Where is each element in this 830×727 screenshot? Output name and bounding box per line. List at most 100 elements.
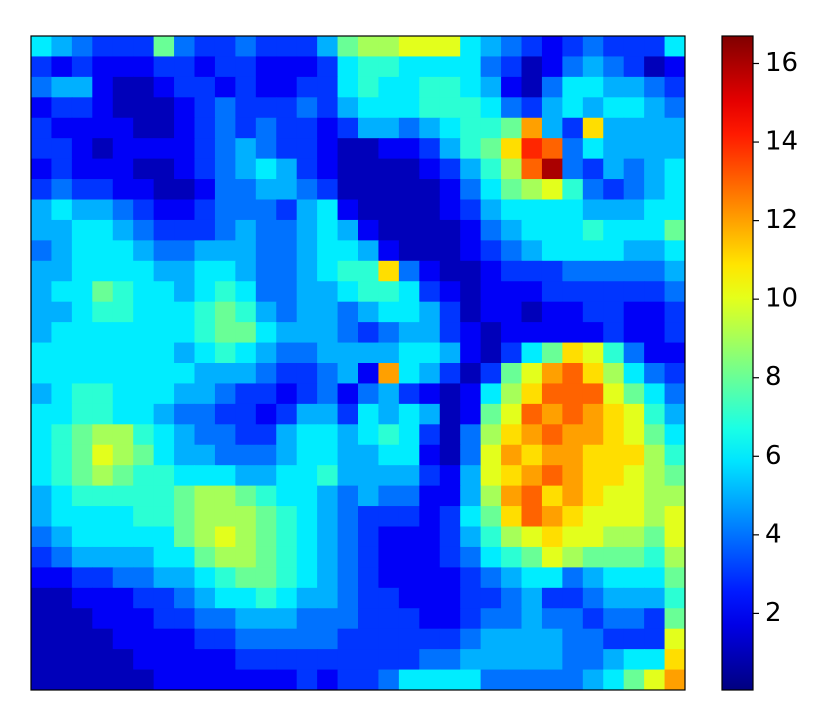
heat-cell xyxy=(623,281,645,303)
heat-cell xyxy=(358,587,379,609)
heat-cell xyxy=(174,117,195,139)
heat-cell xyxy=(644,199,666,221)
heat-cell xyxy=(378,546,400,568)
heat-cell xyxy=(235,301,257,323)
heat-cell xyxy=(235,567,257,589)
colorbar-tick-label: 10 xyxy=(765,284,798,314)
heat-cell xyxy=(521,506,543,527)
heat-cell xyxy=(460,179,482,200)
heat-cell xyxy=(358,506,379,527)
heat-cell xyxy=(582,567,604,589)
heat-cell xyxy=(398,424,420,446)
heat-cell xyxy=(439,56,461,78)
heat-cell xyxy=(582,260,604,282)
heat-cell xyxy=(419,506,441,527)
heat-cell xyxy=(460,342,482,364)
heat-cell xyxy=(71,260,93,282)
heat-cell xyxy=(358,281,379,303)
heat-cell xyxy=(214,179,236,200)
heat-cell xyxy=(112,322,134,344)
heat-cell xyxy=(31,587,52,609)
heat-cell xyxy=(501,301,522,323)
heat-cell xyxy=(378,199,400,221)
heat-cell xyxy=(644,403,666,425)
heat-cell xyxy=(153,506,175,527)
heat-cell xyxy=(541,526,563,548)
heat-cell xyxy=(501,465,522,487)
heat-cell xyxy=(235,628,257,650)
heat-cell xyxy=(644,424,666,446)
heat-cell xyxy=(378,56,400,78)
heat-cell xyxy=(153,76,175,98)
heat-cell xyxy=(644,526,666,548)
heat-cell xyxy=(51,199,73,221)
heat-cell xyxy=(358,240,379,262)
heat-cell xyxy=(521,546,543,568)
heat-cell xyxy=(71,567,93,589)
heat-cell xyxy=(460,546,482,568)
heat-cell xyxy=(174,546,195,568)
heat-cell xyxy=(398,485,420,507)
heat-cell xyxy=(337,76,359,98)
heat-cell xyxy=(460,444,482,466)
heat-cell xyxy=(623,138,645,160)
heat-cell xyxy=(51,281,73,303)
heat-cell xyxy=(480,97,502,119)
heat-cell xyxy=(521,608,543,630)
heat-cell xyxy=(296,281,318,303)
heat-cell xyxy=(398,281,420,303)
heat-cell xyxy=(623,199,645,221)
heat-cell xyxy=(439,342,461,364)
heat-cell xyxy=(603,36,625,57)
heat-cell xyxy=(276,56,298,78)
heat-cell xyxy=(51,138,73,160)
colorbar-tick-label: 14 xyxy=(765,127,798,157)
heat-cell xyxy=(378,158,400,180)
heat-cell xyxy=(398,608,420,630)
heat-cell xyxy=(419,158,441,180)
heat-cell xyxy=(378,424,400,446)
heat-cell xyxy=(582,465,604,487)
heat-cell xyxy=(419,628,441,650)
heat-cell xyxy=(133,383,155,405)
heat-cell xyxy=(31,567,52,589)
heat-cell xyxy=(562,138,584,160)
heat-cell xyxy=(398,301,420,323)
heat-cell xyxy=(317,281,339,303)
heat-cell xyxy=(603,199,625,221)
heat-cell xyxy=(541,219,563,241)
heat-cell xyxy=(419,97,441,119)
heat-cell xyxy=(174,260,195,282)
heat-cell xyxy=(460,36,482,57)
heat-cell xyxy=(358,567,379,589)
heat-cell xyxy=(276,363,298,384)
heat-cell xyxy=(541,649,563,671)
heat-cell xyxy=(378,240,400,262)
heat-cell xyxy=(112,36,134,57)
heat-cell xyxy=(194,444,216,466)
heat-cell xyxy=(541,199,563,221)
heat-cell xyxy=(276,383,298,405)
heat-cell xyxy=(92,444,114,466)
heat-cell xyxy=(541,56,563,78)
heat-cell xyxy=(623,342,645,364)
colorbar-tick-label: 8 xyxy=(765,362,782,392)
heat-cell xyxy=(153,342,175,364)
heat-cell xyxy=(112,76,134,98)
heat-cell xyxy=(276,506,298,527)
heat-cell xyxy=(398,76,420,98)
heat-cell xyxy=(562,281,584,303)
heat-cell xyxy=(378,179,400,200)
heat-cell xyxy=(460,219,482,241)
heat-cell xyxy=(235,158,257,180)
heat-cell xyxy=(174,608,195,630)
heat-cell xyxy=(378,219,400,241)
heat-cell xyxy=(562,608,584,630)
heat-cell xyxy=(439,158,461,180)
heat-cell xyxy=(480,322,502,344)
heat-cell xyxy=(378,363,400,384)
heat-cell xyxy=(439,138,461,160)
heat-cell xyxy=(419,199,441,221)
heat-cell xyxy=(460,97,482,119)
heat-cell xyxy=(31,403,52,425)
